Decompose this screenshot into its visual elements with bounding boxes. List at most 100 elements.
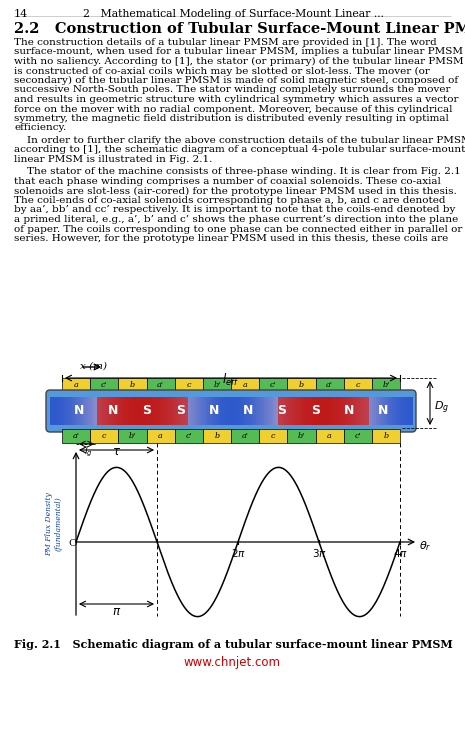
Bar	[284, 397, 286, 425]
Bar	[169, 397, 172, 425]
Bar	[259, 429, 287, 443]
Bar	[314, 397, 317, 425]
Bar	[351, 397, 353, 425]
Text: and results in geometric structure with cylindrical symmetry which assures a vec: and results in geometric structure with …	[14, 95, 458, 104]
Bar	[90, 429, 118, 443]
Text: The construction details of a tubular linear PMSM are provided in [1]. The word: The construction details of a tubular li…	[14, 38, 437, 47]
Bar	[302, 397, 304, 425]
Text: Fig. 2.1   Schematic diagram of a tubular surface-mount linear PMSM: Fig. 2.1 Schematic diagram of a tubular …	[14, 639, 453, 650]
Bar	[305, 397, 307, 425]
Text: a': a'	[73, 432, 80, 440]
Bar	[59, 397, 61, 425]
Bar	[303, 397, 306, 425]
Bar	[249, 397, 252, 425]
Bar	[238, 397, 240, 425]
Text: c': c'	[270, 381, 277, 389]
Bar	[247, 397, 250, 425]
Bar	[146, 378, 175, 392]
Text: series. However, for the prototype linear PMSM used in this thesis, these coils : series. However, for the prototype linea…	[14, 234, 448, 243]
Bar	[320, 397, 322, 425]
Bar	[367, 397, 369, 425]
Text: The coil-ends of co-axial solenoids corresponding to phase a, b, and c are denot: The coil-ends of co-axial solenoids corr…	[14, 196, 445, 205]
Bar	[173, 397, 175, 425]
Text: N: N	[74, 405, 84, 417]
Bar	[52, 397, 54, 425]
Text: c: c	[102, 432, 106, 440]
Text: a: a	[243, 381, 247, 389]
Bar	[251, 397, 253, 425]
Bar	[144, 397, 146, 425]
Bar	[356, 397, 358, 425]
Text: N: N	[378, 405, 388, 417]
Bar	[323, 397, 325, 425]
Text: is constructed of co-axial coils which may be slotted or slot-less. The mover (o: is constructed of co-axial coils which m…	[14, 66, 430, 76]
Text: a': a'	[326, 381, 333, 389]
Bar	[365, 397, 367, 425]
Bar	[137, 397, 139, 425]
Text: of paper. The coils corresponding to one phase can be connected either in parall: of paper. The coils corresponding to one…	[14, 225, 462, 234]
Text: b': b'	[213, 381, 220, 389]
Bar	[117, 397, 120, 425]
Bar	[372, 378, 400, 392]
Text: $2\pi$: $2\pi$	[231, 547, 246, 559]
Bar	[219, 397, 220, 425]
Bar	[363, 397, 365, 425]
Bar	[267, 397, 270, 425]
Bar	[209, 397, 212, 425]
Bar	[102, 397, 105, 425]
Text: solenoids are slot-less (air-cored) for the prototype linear PMSM used in this t: solenoids are slot-less (air-cored) for …	[14, 187, 457, 196]
Bar	[97, 397, 100, 425]
Bar	[72, 397, 74, 425]
Text: with no saliency. According to [1], the stator (or primary) of the tubular linea: with no saliency. According to [1], the …	[14, 57, 464, 66]
Bar	[334, 397, 337, 425]
Bar	[77, 397, 80, 425]
Text: surface-mount, when used for a tubular linear PMSM, implies a tubular linear PMS: surface-mount, when used for a tubular l…	[14, 48, 463, 57]
Bar	[229, 397, 232, 425]
Bar	[396, 397, 398, 425]
Bar	[63, 397, 65, 425]
Bar	[300, 397, 302, 425]
Bar	[287, 397, 289, 425]
Bar	[282, 397, 284, 425]
Text: c': c'	[101, 381, 107, 389]
Bar	[182, 397, 185, 425]
Text: c': c'	[354, 432, 361, 440]
Bar	[203, 429, 231, 443]
Text: b: b	[214, 432, 219, 440]
Bar	[202, 397, 204, 425]
Bar	[325, 397, 327, 425]
Bar	[388, 397, 391, 425]
FancyBboxPatch shape	[46, 390, 416, 432]
Bar	[226, 397, 228, 425]
Bar	[262, 397, 264, 425]
Bar	[150, 397, 152, 425]
Bar	[81, 397, 83, 425]
Bar	[408, 397, 411, 425]
Bar	[179, 397, 181, 425]
Bar	[175, 397, 177, 425]
Bar	[122, 397, 125, 425]
Bar	[83, 397, 85, 425]
Bar	[269, 397, 271, 425]
Bar	[128, 397, 130, 425]
Bar	[157, 397, 159, 425]
Bar	[108, 397, 110, 425]
Text: PM Flux Density
(fundamental): PM Flux Density (fundamental)	[46, 492, 63, 556]
Text: S: S	[277, 405, 286, 417]
Bar	[146, 429, 175, 443]
Bar	[88, 397, 90, 425]
Text: 2   Mathematical Modeling of Surface-Mount Linear ...: 2 Mathematical Modeling of Surface-Mount…	[82, 9, 384, 19]
Text: $\pi$: $\pi$	[112, 605, 121, 618]
Text: b: b	[299, 381, 304, 389]
Bar	[361, 397, 364, 425]
Text: S: S	[142, 405, 151, 417]
Bar	[62, 378, 90, 392]
Bar	[276, 397, 279, 425]
Text: www.chnjet.com: www.chnjet.com	[184, 656, 280, 669]
Text: S: S	[311, 405, 320, 417]
Bar	[286, 397, 288, 425]
Text: 2.2   Construction of Tubular Surface-Mount Linear PMSM: 2.2 Construction of Tubular Surface-Moun…	[14, 22, 465, 36]
Bar	[289, 397, 291, 425]
Bar	[199, 397, 201, 425]
Bar	[118, 429, 146, 443]
